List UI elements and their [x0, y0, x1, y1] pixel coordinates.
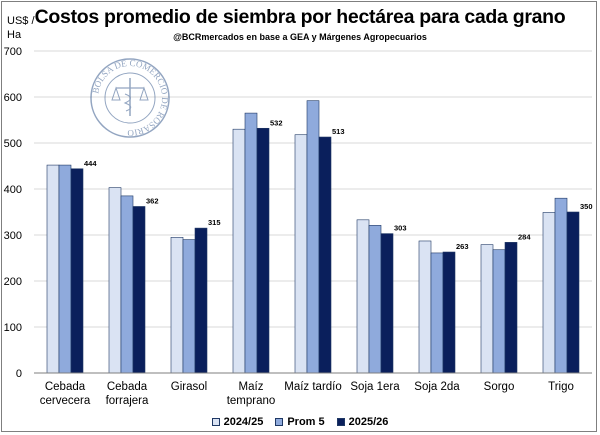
- x-tick-label: Trigo: [548, 381, 574, 393]
- x-tick-label: Maíz: [239, 381, 264, 393]
- legend-label: 2025/26: [348, 416, 389, 428]
- legend-label: 2024/25: [223, 416, 264, 428]
- bar-2025-26: [132, 206, 146, 374]
- bar-2025-26: [380, 233, 394, 374]
- chart-subtitle: @BCRmercados en base a GEA y Márgenes Ag…: [173, 32, 427, 42]
- data-label: 362: [146, 196, 159, 205]
- data-label: 532: [270, 118, 283, 127]
- bar-prom-5: [554, 197, 568, 374]
- bar-2025-26: [256, 127, 270, 374]
- bar-2024-25: [108, 187, 122, 374]
- x-tick-label: Sorgo: [484, 381, 515, 393]
- watermark-logo: BOLSA DE COMERCIO DE ROSARIO: [90, 58, 170, 138]
- bar-2024-25: [170, 237, 184, 374]
- bar-2025-26: [70, 168, 84, 374]
- legend-swatch: [211, 418, 220, 426]
- chart-legend: 2024/25 Prom 5 2025/26: [0, 416, 600, 429]
- y-tick-label: 400: [4, 184, 22, 196]
- bar-prom-5: [182, 239, 196, 374]
- bar-prom-5: [120, 195, 134, 374]
- bar-prom-5: [430, 252, 444, 374]
- y-tick-label: 300: [4, 230, 22, 242]
- x-tick-label: Cebada: [45, 381, 86, 393]
- bar-2025-26: [566, 211, 580, 374]
- data-label: 513: [332, 127, 345, 136]
- bar-prom-5: [368, 225, 382, 374]
- y-axis-label-line-1: US$ /: [7, 15, 35, 27]
- bar-2024-25: [418, 240, 432, 374]
- x-tick-label: Cebada: [107, 381, 148, 393]
- x-tick-label: Maíz tardío: [284, 381, 342, 393]
- data-label: 284: [518, 232, 531, 241]
- data-label: 263: [456, 242, 469, 251]
- bar-2025-26: [194, 227, 208, 374]
- bar-prom-5: [492, 249, 506, 374]
- bar-2025-26: [318, 136, 332, 374]
- x-tick-label: Soja 1era: [350, 381, 400, 393]
- bar-prom-5: [58, 164, 72, 374]
- seal-outer-ring: [90, 58, 170, 138]
- x-tick-label: temprano: [227, 395, 276, 407]
- legend-item: 2025/26: [336, 416, 389, 428]
- bar-2024-25: [480, 244, 494, 374]
- y-axis-label: US$ / Ha: [7, 14, 35, 42]
- legend-label: Prom 5: [287, 416, 325, 428]
- bar-2024-25: [542, 212, 556, 374]
- bar-2024-25: [232, 128, 246, 374]
- bar-2024-25: [46, 164, 60, 374]
- data-label: 303: [394, 224, 407, 233]
- bar-2024-25: [294, 134, 308, 374]
- y-tick-label: 0: [16, 368, 22, 380]
- data-label: 444: [84, 159, 97, 168]
- x-tick-label: cervecera: [40, 395, 91, 407]
- bar-2025-26: [504, 242, 518, 374]
- seal-serpent: [123, 93, 132, 112]
- legend-item: Prom 5: [275, 416, 325, 428]
- x-tick-label: Girasol: [171, 381, 207, 393]
- x-tick-label: Soja 2da: [414, 381, 460, 393]
- data-label: 350: [580, 202, 593, 211]
- bar-prom-5: [306, 100, 320, 374]
- seal-pan-right: [139, 86, 149, 101]
- seal-pan-left: [111, 86, 121, 101]
- x-tick-label: forrajera: [106, 395, 149, 407]
- legend-swatch: [275, 418, 284, 426]
- bar-2024-25: [356, 219, 370, 374]
- y-tick-label: 200: [4, 276, 22, 288]
- chart-title: Costos promedio de siembra por hectárea …: [34, 6, 566, 28]
- y-axis-label-line-2: Ha: [7, 29, 22, 41]
- y-tick-label: 700: [4, 46, 22, 58]
- legend-swatch: [336, 418, 345, 426]
- y-tick-label: 100: [4, 322, 22, 334]
- bar-2025-26: [442, 251, 456, 374]
- data-label: 315: [208, 218, 221, 227]
- legend-item: 2024/25: [211, 416, 264, 428]
- y-tick-label: 500: [4, 138, 22, 150]
- bar-prom-5: [244, 112, 258, 374]
- seal-inner-ring: [104, 72, 156, 124]
- y-tick-label: 600: [4, 92, 22, 104]
